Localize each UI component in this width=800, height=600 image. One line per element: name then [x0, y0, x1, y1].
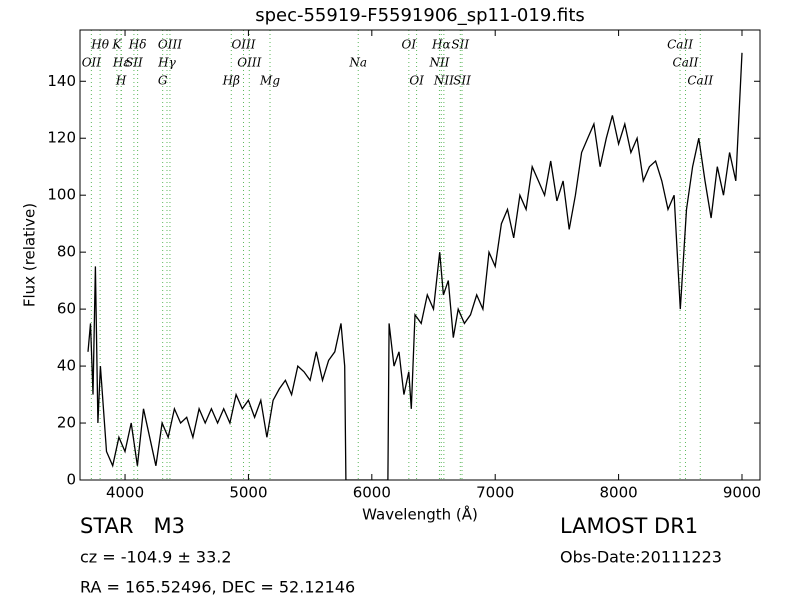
spectral-line-label: OI — [409, 74, 424, 88]
x-tick-label: 8000 — [600, 484, 638, 502]
x-axis-label: Wavelength (Å) — [362, 505, 478, 524]
y-tick-label: 140 — [47, 72, 76, 90]
spectral-line-label: Mg — [259, 74, 280, 88]
y-axis-label: Flux (relative) — [21, 203, 39, 307]
y-tick-label: 120 — [47, 129, 76, 147]
y-tick-label: 40 — [57, 357, 76, 375]
y-tick-label: 20 — [57, 414, 76, 432]
spectral-line-label: SII — [125, 56, 143, 70]
spectral-line-label: NII — [428, 56, 449, 70]
spectral-line-label: SII — [453, 74, 471, 88]
spectral-line-label: Hθ — [90, 38, 109, 52]
chart-title: spec-55919-F5591906_sp11-019.fits — [255, 5, 585, 26]
y-tick-label: 0 — [66, 471, 76, 489]
spectral-line-label: CaII — [667, 38, 693, 52]
survey: LAMOST DR1 — [560, 514, 698, 538]
obs-date: Obs-Date:20111223 — [560, 548, 722, 567]
spectral-line-label: Hγ — [157, 56, 176, 70]
spectral-line-label: OIII — [237, 56, 261, 70]
plot-frame — [79, 29, 761, 481]
spectral-line-label: G — [158, 74, 168, 88]
spectral-line-label: SII — [451, 38, 469, 52]
spectrum-line — [87, 52, 743, 480]
spectral-line-label: Na — [348, 56, 367, 70]
spectral-line-label: OIII — [158, 38, 182, 52]
x-tick-label: 6000 — [353, 484, 391, 502]
coords: RA = 165.52496, DEC = 52.12146 — [80, 578, 355, 597]
y-tick-label: 100 — [47, 186, 76, 204]
spectral-line-label: Hβ — [222, 74, 240, 88]
spectral-line-label: OII — [82, 56, 102, 70]
spectral-line-label: Hδ — [128, 38, 147, 52]
y-tick-label: 80 — [57, 243, 76, 261]
x-tick-label: 9000 — [723, 484, 761, 502]
spectral-line-label: OIII — [231, 38, 255, 52]
x-tick-label: 5000 — [229, 484, 267, 502]
y-tick-label: 60 — [57, 300, 76, 318]
spectral-line-label: NII — [433, 74, 454, 88]
redshift: cz = -104.9 ± 33.2 — [80, 548, 232, 567]
x-tick-label: 4000 — [106, 484, 144, 502]
spectral-line-label: OI — [402, 38, 417, 52]
spectral-line-label: Hα — [431, 38, 451, 52]
spectral-line-label: H — [115, 74, 127, 88]
spectral-line-label: CaII — [673, 56, 699, 70]
x-tick-label: 7000 — [476, 484, 514, 502]
spectral-line-label: CaII — [687, 74, 713, 88]
spectral-line-label: K — [111, 38, 122, 52]
object-class: STAR M3 — [80, 514, 185, 538]
